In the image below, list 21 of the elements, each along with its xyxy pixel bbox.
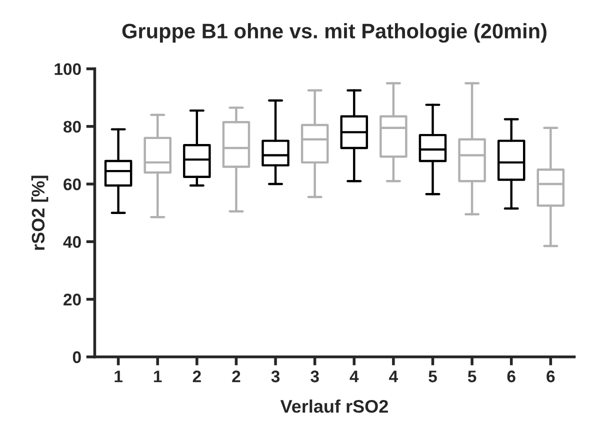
- x-axis-title: Verlauf rSO2: [280, 400, 388, 413]
- x-tick-label: 3: [271, 370, 280, 382]
- x-tick-label: 2: [192, 370, 201, 382]
- y-tick-label: 0: [72, 351, 81, 364]
- y-tick-label: 60: [64, 178, 81, 190]
- x-tick-label: 6: [507, 370, 516, 382]
- x-tick-label: 4: [350, 370, 359, 382]
- x-tick-label: 6: [546, 370, 555, 382]
- y-tick-label: 100: [54, 63, 81, 76]
- x-tick-label: 4: [389, 370, 398, 382]
- x-tick-label: 1: [114, 370, 122, 382]
- y-tick-label: 40: [63, 236, 81, 248]
- y-tick-label: 80: [64, 120, 81, 133]
- x-tick-label: 2: [232, 370, 240, 382]
- y-axis-title: rSO2 [%]: [31, 176, 48, 250]
- x-tick-label: 3: [310, 370, 319, 382]
- x-tick-label: 5: [428, 370, 437, 382]
- y-tick-label: 20: [64, 294, 81, 306]
- chart-title: Gruppe B1 ohne vs. mit Pathologie (20min): [122, 23, 546, 43]
- x-tick-label: 1: [154, 370, 162, 382]
- x-tick-label: 5: [468, 370, 476, 382]
